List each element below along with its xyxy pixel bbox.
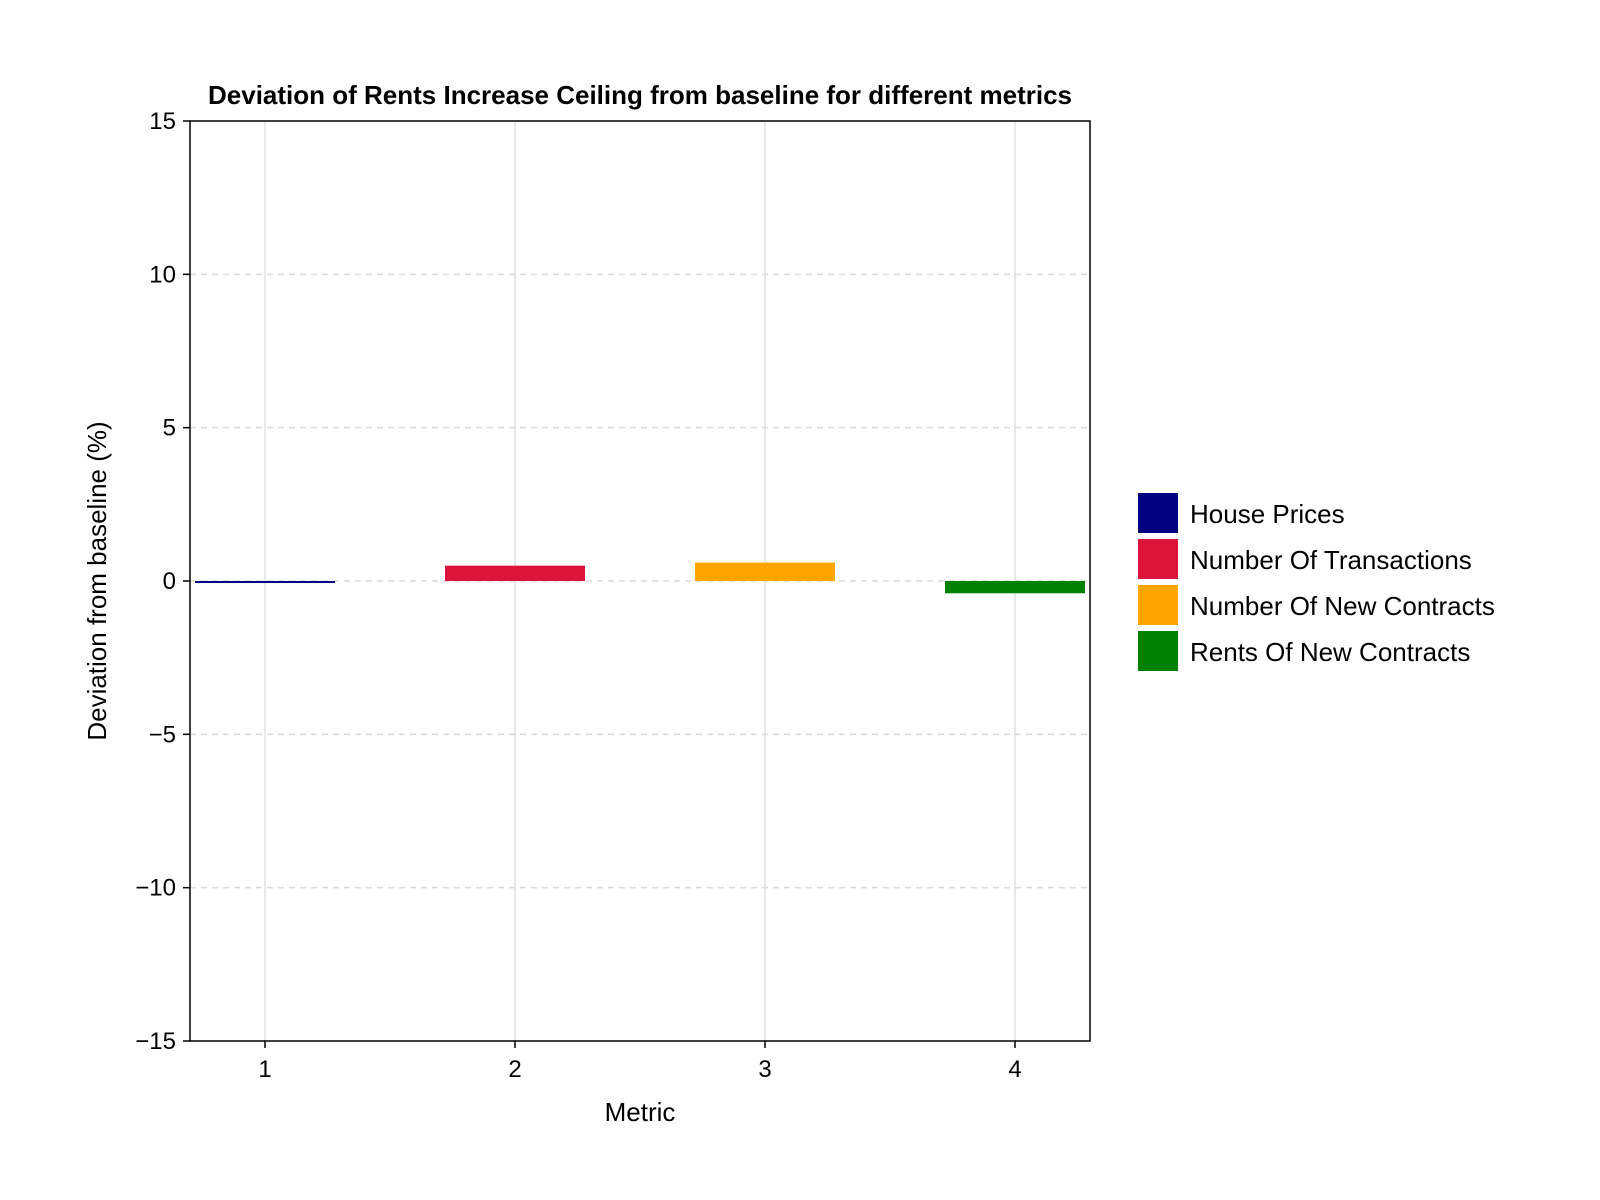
y-tick-label: −10 [135,875,176,902]
legend-label: Rents Of New Contracts [1190,637,1470,667]
y-tick-label: −15 [135,1028,176,1055]
legend-label: House Prices [1190,499,1345,529]
legend-label: Number Of Transactions [1190,545,1472,575]
x-tick-label: 1 [258,1056,271,1083]
y-tick-label: 0 [163,568,176,595]
y-tick-label: 5 [163,415,176,442]
y-tick-label: 10 [149,261,176,288]
legend-swatch [1138,539,1178,579]
bars [195,562,1085,594]
x-axis-label: Metric [605,1097,676,1127]
legend-swatch [1138,631,1178,671]
axis-ticks: 1 2 3 4 −15 −10 −5 0 5 10 15 [135,108,1021,1083]
y-tick-label: 15 [149,108,176,135]
bar-number-of-new-contracts [695,562,835,581]
x-tick-label: 3 [758,1056,771,1083]
bar-number-of-transactions [445,565,585,581]
chart-title: Deviation of Rents Increase Ceiling from… [208,80,1072,110]
x-tick-label: 2 [508,1056,521,1083]
x-tick-label: 4 [1008,1056,1021,1083]
y-axis-label: Deviation from baseline (%) [82,421,112,740]
y-tick-label: −5 [149,721,176,748]
legend-swatch [1138,585,1178,625]
legend-label: Number Of New Contracts [1190,591,1495,621]
legend-swatch [1138,493,1178,533]
legend: House Prices Number Of Transactions Number… [1138,493,1495,671]
bar-rents-of-new-contracts [945,581,1085,594]
bar-house-prices [195,581,335,583]
